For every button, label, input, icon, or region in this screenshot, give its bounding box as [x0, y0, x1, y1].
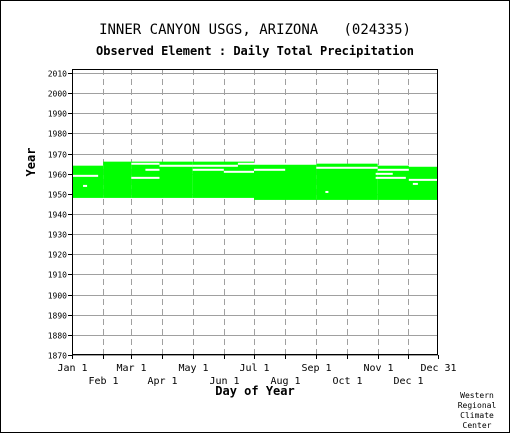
- x-tick-label: Jan 1: [57, 363, 87, 374]
- data-bar: [316, 163, 378, 200]
- data-bar: [377, 165, 438, 200]
- missing-period: [131, 176, 160, 179]
- x-tick-label: Jun 1: [209, 376, 239, 387]
- missing-period: [131, 162, 160, 165]
- missing-period: [72, 174, 99, 177]
- y-tick-label: 1930: [48, 231, 67, 240]
- y-tick-label: 1980: [48, 130, 67, 139]
- x-tick-label: Mar 1: [116, 363, 146, 374]
- x-tick-label: Nov 1: [363, 363, 393, 374]
- y-tick-label: 1940: [48, 211, 67, 220]
- y-axis-label: Year: [24, 148, 38, 177]
- chart-title: INNER CANYON USGS, ARIZONA (024335): [99, 22, 411, 38]
- y-tick-label: 1880: [48, 332, 67, 341]
- x-tick-label: Sep 1: [301, 363, 331, 374]
- chart-subtitle: Observed Element : Daily Total Precipita…: [96, 44, 414, 58]
- x-tick-label: Dec 1: [393, 376, 423, 387]
- missing-period: [253, 168, 286, 171]
- missing-period: [316, 166, 378, 169]
- missing-period: [408, 164, 438, 167]
- missing-period: [145, 168, 160, 171]
- data-bar: [72, 165, 104, 198]
- data-bar: [192, 161, 254, 198]
- x-tick-label: Apr 1: [147, 376, 177, 387]
- missing-period: [253, 162, 317, 165]
- y-tick-label: 1920: [48, 251, 67, 260]
- x-axis-label: Day of Year: [215, 384, 294, 398]
- y-tick-label: 2010: [48, 70, 67, 79]
- y-tick-label: 1870: [48, 352, 67, 361]
- missing-period: [83, 184, 88, 187]
- y-tick-label: 1900: [48, 292, 67, 301]
- y-tick-label: 1990: [48, 110, 67, 119]
- x-tick-label: Jul 1: [239, 363, 269, 374]
- plot-border: [72, 69, 438, 355]
- x-tick-label: Feb 1: [88, 376, 118, 387]
- missing-period: [375, 176, 406, 179]
- missing-period: [408, 178, 438, 181]
- y-tick-label: 1970: [48, 151, 67, 160]
- x-tick-label: May 1: [178, 363, 208, 374]
- y-tick-label: 1910: [48, 271, 67, 280]
- x-tick-label: Dec 31: [420, 363, 456, 374]
- y-tick-label: 2000: [48, 90, 67, 99]
- missing-period: [412, 182, 418, 185]
- missing-period: [223, 170, 254, 173]
- y-tick-label: 1960: [48, 171, 67, 180]
- missing-period: [159, 164, 193, 167]
- data-bar: [103, 161, 132, 198]
- x-tick-label: Oct 1: [332, 376, 362, 387]
- missing-period: [375, 172, 393, 175]
- x-tick-label: Aug 1: [270, 376, 300, 387]
- data-bar: [131, 161, 193, 198]
- missing-period: [192, 168, 224, 171]
- missing-period: [325, 190, 329, 193]
- missing-period: [377, 168, 409, 171]
- missing-period: [192, 164, 238, 167]
- credit-label: Western Regional Climate Center: [457, 391, 497, 430]
- missing-period: [237, 162, 254, 165]
- y-tick-label: 1890: [48, 312, 67, 321]
- y-tick-label: 1950: [48, 191, 67, 200]
